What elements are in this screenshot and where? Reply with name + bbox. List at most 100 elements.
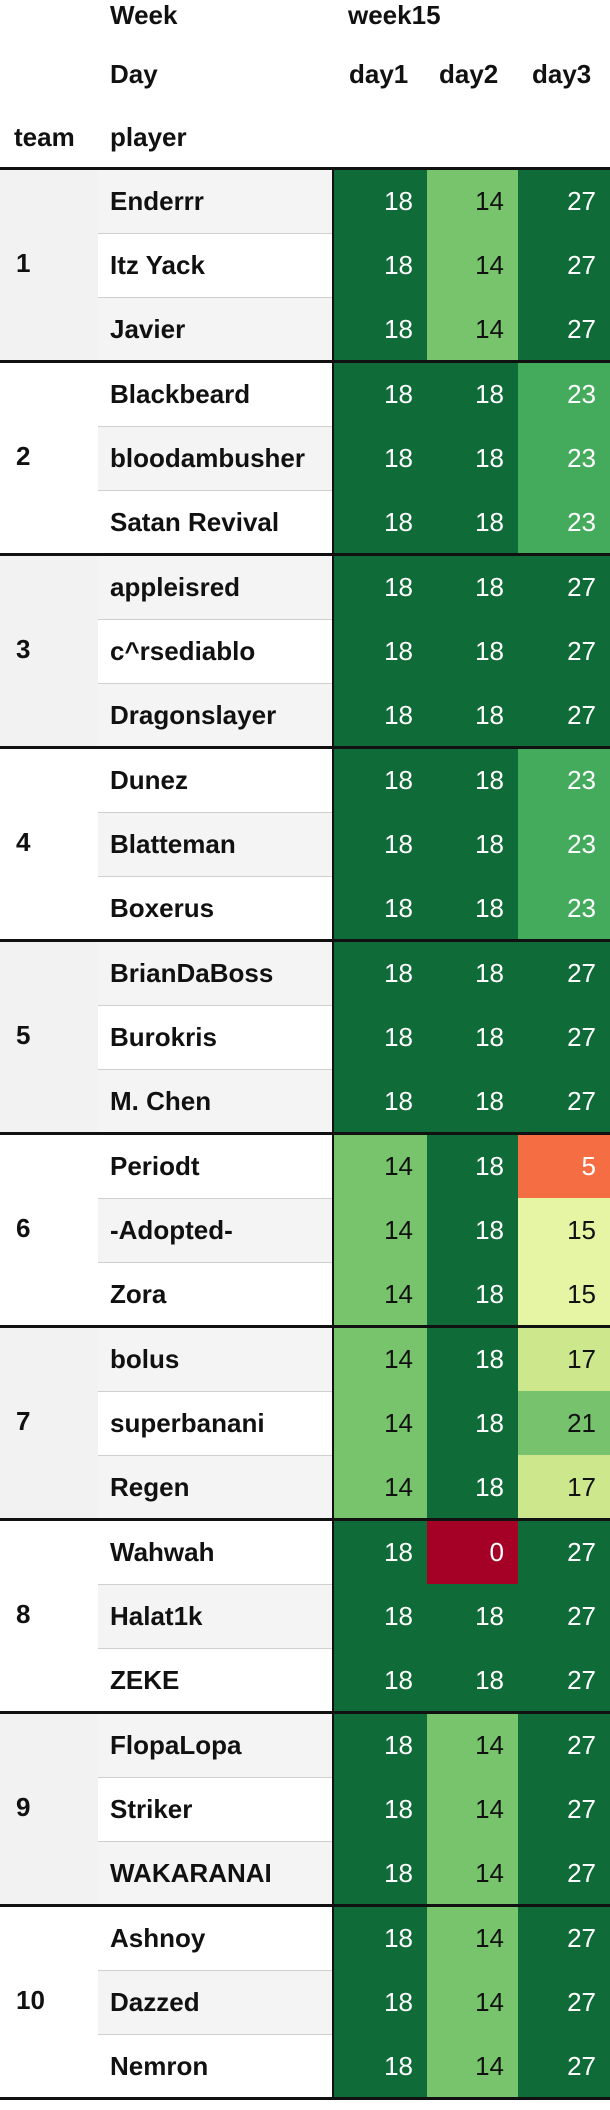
heat-cell: 23 — [518, 876, 610, 940]
heat-cell: 14 — [427, 1970, 518, 2034]
row-divider — [98, 1777, 333, 1778]
heat-cell: 15 — [518, 1262, 610, 1326]
row-divider — [98, 876, 333, 877]
player-row-band — [98, 297, 333, 361]
player-row-band — [98, 1520, 333, 1584]
heat-cell: 0 — [427, 1520, 518, 1584]
player-name: appleisred — [110, 572, 241, 602]
heat-cell: 18 — [333, 876, 427, 940]
heat-cell: 18 — [333, 1584, 427, 1648]
heat-cell: 18 — [333, 1970, 427, 2034]
heat-cell: 18 — [333, 426, 427, 490]
team-group-band — [0, 1519, 98, 1712]
heat-cell: 18 — [427, 1005, 518, 1069]
heat-cell: 18 — [333, 1520, 427, 1584]
team-separator — [0, 553, 610, 556]
heat-cell: 18 — [427, 683, 518, 747]
player-name: Boxerus — [110, 893, 215, 923]
player-row-band — [98, 1198, 333, 1262]
player-row-band — [98, 555, 333, 619]
player-row-band — [98, 1327, 333, 1391]
team-separator — [0, 1325, 610, 1328]
team-group-band — [0, 168, 98, 361]
player-name: Itz Yack — [110, 250, 205, 280]
heat-cell: 27 — [518, 1584, 610, 1648]
team-separator — [0, 167, 610, 170]
team-label: 5 — [16, 1020, 31, 1050]
team-label: 6 — [16, 1213, 31, 1243]
heat-cell: 18 — [333, 941, 427, 1005]
team-separator — [0, 360, 610, 363]
player-row-band — [98, 1134, 333, 1198]
heat-cell: 18 — [333, 1648, 427, 1712]
player-name: Ashnoy — [110, 1923, 206, 1953]
team-label: 10 — [16, 1985, 45, 2015]
player-row-band — [98, 619, 333, 683]
team-separator — [0, 1711, 610, 1714]
heat-cell: 14 — [427, 1713, 518, 1777]
player-name: bloodambusher — [110, 443, 306, 473]
row-divider — [98, 1841, 333, 1842]
player-name: M. Chen — [110, 1086, 212, 1116]
table-bottom-rule — [0, 2097, 610, 2100]
heat-cell: 27 — [518, 941, 610, 1005]
heat-cell: 27 — [518, 169, 610, 233]
player-row-band — [98, 1777, 333, 1841]
heat-cell: 27 — [518, 1648, 610, 1712]
heat-cell: 18 — [333, 362, 427, 426]
heat-cell: 18 — [427, 1648, 518, 1712]
heat-cell: 27 — [518, 1069, 610, 1133]
heat-cell: 18 — [427, 1584, 518, 1648]
player-name: c^rsediablo — [110, 636, 256, 666]
heat-cell: 15 — [518, 1198, 610, 1262]
player-name: Dunez — [110, 765, 188, 795]
player-row-band — [98, 1841, 333, 1905]
heat-cell: 27 — [518, 1970, 610, 2034]
heat-cell: 18 — [333, 169, 427, 233]
player-name: Dragonslayer — [110, 700, 277, 730]
team-separator — [0, 939, 610, 942]
row-divider — [98, 1455, 333, 1456]
player-name: Dazzed — [110, 1987, 200, 2017]
heat-cell: 23 — [518, 812, 610, 876]
heat-cell: 14 — [427, 1841, 518, 1905]
heat-cell: 18 — [427, 812, 518, 876]
player-row-band — [98, 941, 333, 1005]
heat-cell: 23 — [518, 490, 610, 554]
row-divider — [98, 1005, 333, 1006]
team-label: 9 — [16, 1792, 31, 1822]
team-label: 8 — [16, 1599, 31, 1629]
player-row-band — [98, 876, 333, 940]
heat-cell: 23 — [518, 426, 610, 490]
heat-cell: 18 — [427, 748, 518, 812]
player-name: Burokris — [110, 1022, 217, 1052]
heat-cell: 18 — [427, 426, 518, 490]
week-header-label: Week — [110, 0, 178, 30]
player-name: Periodt — [110, 1151, 200, 1181]
row-divider — [98, 426, 333, 427]
player-row-band — [98, 1455, 333, 1519]
player-row-band — [98, 2034, 333, 2098]
player-row-band — [98, 1262, 333, 1326]
heat-cell: 14 — [333, 1262, 427, 1326]
player-name: BrianDaBoss — [110, 958, 274, 988]
team-group-band — [0, 1133, 98, 1326]
heat-cell: 23 — [518, 748, 610, 812]
player-name: FlopaLopa — [110, 1730, 242, 1760]
team-label: 3 — [16, 634, 31, 664]
team-group-band — [0, 361, 98, 554]
row-divider — [98, 233, 333, 234]
row-divider — [98, 1198, 333, 1199]
team-column-header: team — [14, 122, 75, 152]
team-group-band — [0, 1326, 98, 1519]
player-row-band — [98, 1391, 333, 1455]
player-name: WAKARANAI — [110, 1858, 272, 1888]
player-row-band — [98, 1713, 333, 1777]
player-row-band — [98, 1069, 333, 1133]
heat-cell: 18 — [333, 1713, 427, 1777]
player-name: bolus — [110, 1344, 180, 1374]
team-group-band — [0, 1712, 98, 1905]
player-name: Enderrr — [110, 186, 204, 216]
team-separator — [0, 1518, 610, 1521]
